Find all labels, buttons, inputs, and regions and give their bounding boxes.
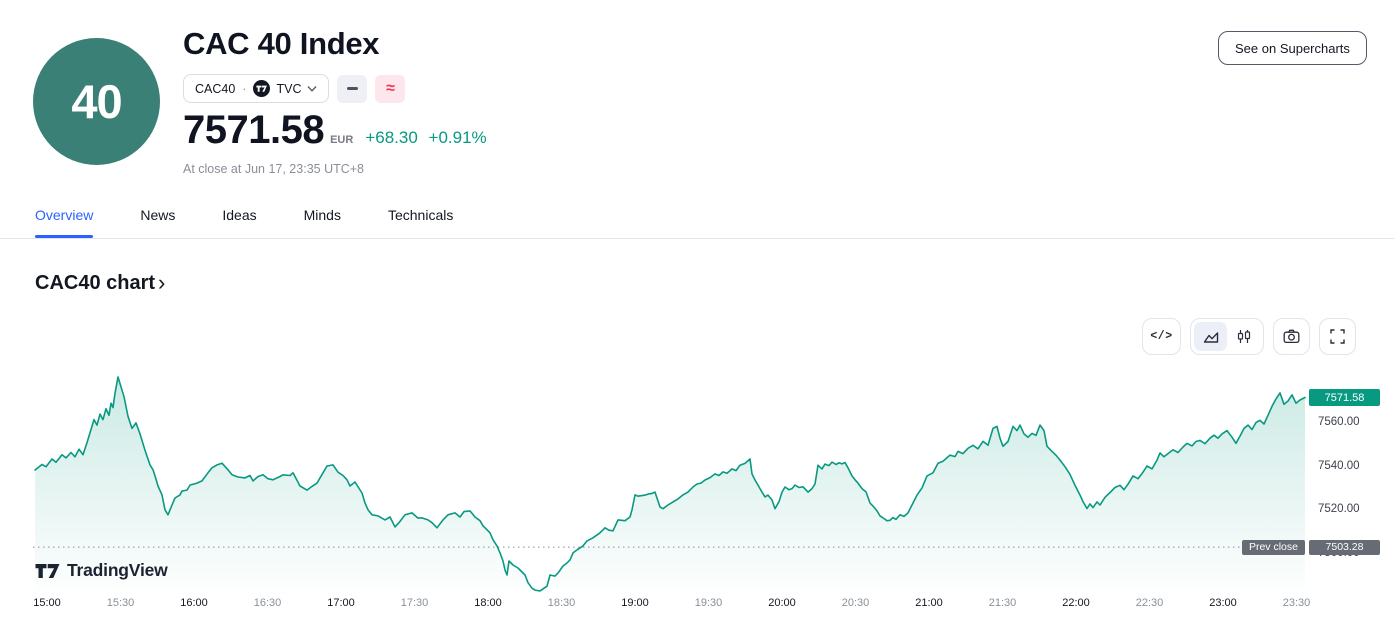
- tab-ideas[interactable]: Ideas: [222, 207, 257, 223]
- tradingview-exchange-icon: [253, 80, 271, 97]
- x-axis-label: 18:00: [474, 597, 502, 609]
- y-axis-label: 7540.00: [1318, 459, 1360, 472]
- x-axis-label: 21:00: [915, 597, 943, 609]
- price-line: [34, 376, 1306, 592]
- chart-type-switcher: [1190, 318, 1264, 355]
- price-change: +68.30 +0.91%: [365, 128, 486, 148]
- x-axis-label: 22:30: [1135, 597, 1164, 609]
- chevron-right-icon: ›: [158, 269, 166, 295]
- tab-overview[interactable]: Overview: [35, 207, 94, 238]
- page-title: CAC 40 Index: [183, 26, 380, 61]
- y-axis-label: 7560.00: [1318, 415, 1360, 428]
- x-axis-label: 15:30: [106, 597, 135, 609]
- price-row: 7571.58 EUR +68.30 +0.91%: [183, 108, 487, 153]
- x-axis-label: 17:00: [327, 597, 355, 609]
- x-axis-label: 21:30: [988, 597, 1017, 609]
- area-chart-button[interactable]: [1194, 322, 1227, 351]
- x-axis-label: 20:30: [841, 597, 870, 609]
- tabs-divider: [0, 238, 1394, 239]
- y-axis-label: 7520.00: [1318, 503, 1360, 516]
- camera-snapshot-icon: [1283, 329, 1300, 344]
- x-axis-label: 19:00: [621, 597, 649, 609]
- tab-technicals[interactable]: Technicals: [387, 207, 454, 223]
- candles-chart-icon: [1237, 330, 1250, 343]
- snapshot-button[interactable]: [1273, 318, 1310, 355]
- x-axis-label: 20:00: [768, 597, 796, 609]
- change-absolute: +68.30: [365, 128, 418, 147]
- tradingview-watermark[interactable]: TradingView: [35, 560, 168, 581]
- x-axis-label: 16:30: [253, 597, 282, 609]
- fullscreen-icon: [1330, 329, 1345, 344]
- chart-section-link[interactable]: CAC40 chart ›: [35, 269, 166, 295]
- symbol-switcher-pill[interactable]: CAC40 · TVC: [183, 74, 330, 103]
- dash-icon: [346, 86, 358, 91]
- last-price-tag: 7571.58: [1309, 389, 1380, 407]
- chevron-down-icon: [307, 85, 317, 92]
- x-axis-label: 15:00: [33, 597, 61, 609]
- prev-close-label-badge: Prev close: [1241, 539, 1305, 555]
- dash-status-badge[interactable]: [337, 74, 368, 103]
- area-chart-icon: [1203, 331, 1218, 343]
- tradingview-logo-icon: [35, 563, 60, 578]
- embed-code-icon: </>: [1150, 330, 1173, 343]
- symbol-meta-row: CAC40 · TVC ≈: [183, 74, 406, 103]
- x-axis-label: 18:30: [547, 597, 576, 609]
- pill-symbol: CAC40: [195, 81, 236, 96]
- tab-minds[interactable]: Minds: [303, 207, 341, 223]
- candles-chart-button[interactable]: [1227, 322, 1260, 351]
- fullscreen-button[interactable]: [1319, 318, 1356, 355]
- area-fill: [35, 377, 1305, 598]
- market-status-text: At close at Jun 17, 23:35 UTC+8: [183, 162, 365, 176]
- embed-code-button[interactable]: </>: [1142, 318, 1181, 355]
- x-axis-label: 16:00: [180, 597, 208, 609]
- change-percent: +0.91%: [428, 128, 487, 147]
- x-axis-label: 23:00: [1209, 597, 1237, 609]
- pill-separator: ·: [242, 81, 247, 96]
- x-axis-label: 23:30: [1282, 597, 1311, 609]
- symbol-logo: 40: [33, 38, 160, 165]
- section-tabs: Overview News Ideas Minds Technicals: [35, 207, 453, 238]
- chart-section-title: CAC40 chart: [35, 272, 156, 294]
- price-chart-canvas[interactable]: [0, 368, 1394, 598]
- approx-delayed-badge[interactable]: ≈: [375, 74, 406, 103]
- x-axis-label: 19:30: [694, 597, 723, 609]
- currency-label: EUR: [330, 134, 354, 146]
- tradingview-logo-text: TradingView: [67, 560, 168, 580]
- x-axis-label: 22:00: [1062, 597, 1090, 609]
- pill-exchange: TVC: [276, 81, 302, 96]
- last-price: 7571.58: [183, 108, 325, 152]
- tab-news[interactable]: News: [140, 207, 176, 223]
- chart-toolbar: </>: [1142, 318, 1356, 355]
- x-axis-label: 17:30: [400, 597, 429, 609]
- approx-icon: ≈: [386, 79, 395, 97]
- see-on-supercharts-button[interactable]: See on Supercharts: [1218, 31, 1367, 65]
- x-axis[interactable]: 15:00 15:30 16:00 16:30 17:00 17:30 18:00 18:30…: [0, 597, 1394, 613]
- symbol-logo-text: 40: [71, 75, 122, 128]
- prev-close-value-badge: 7503.28: [1309, 539, 1380, 555]
